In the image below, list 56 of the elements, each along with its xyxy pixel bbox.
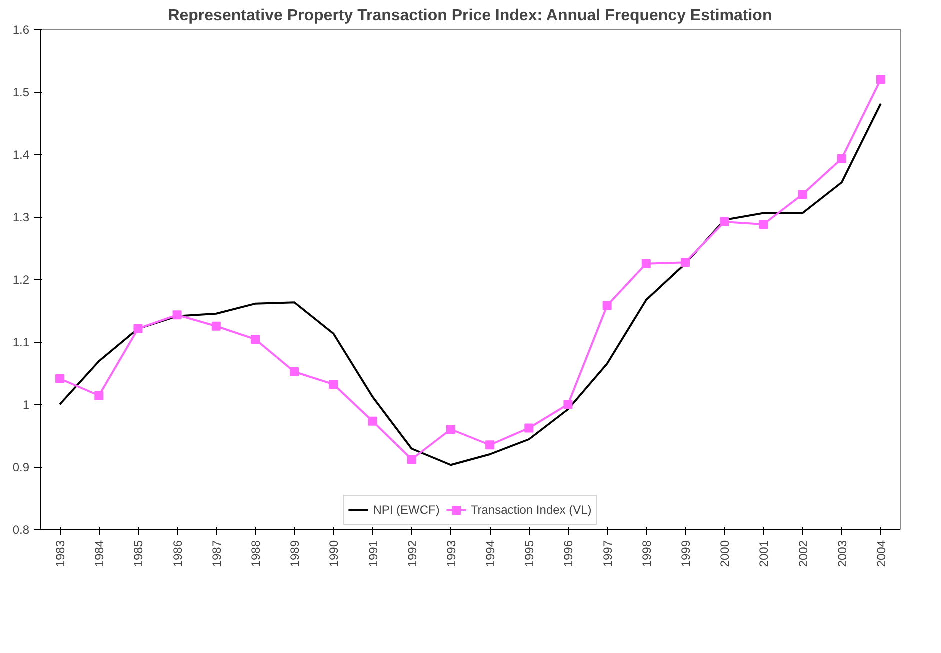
y-tick-label: 1 [22,398,30,412]
point [368,416,378,426]
x-tick-label: 2004 [874,540,888,568]
y-tick-label: 1.3 [12,210,30,224]
x-tick-label: 1983 [54,540,68,568]
y-tick-label: 1.6 [12,23,30,37]
x-tick-label: 1991 [366,540,380,568]
point [56,374,65,384]
x-tick-label: 1997 [600,540,615,568]
x-tick-label: 1984 [92,540,107,568]
x-tick-label: 1992 [405,540,420,568]
point [876,75,886,84]
x-tick-label: 2001 [757,540,772,568]
point [407,455,416,464]
x-tick-label: 1985 [132,540,146,568]
point [134,324,143,334]
point [446,425,456,434]
y-tick-label: 1.4 [12,148,30,162]
legend-label: NPI (EWCF) [373,503,440,517]
point [172,310,182,320]
point [94,391,104,400]
x-tick-label: 1994 [484,540,498,568]
y-tick-label: 1.1 [12,336,30,350]
y-tick-label: 1.2 [12,273,30,287]
x-tick-label: 1995 [522,540,537,568]
x-tick-label: 1998 [640,540,654,568]
x-tick-label: 1996 [562,540,576,568]
point [837,154,846,164]
point [759,220,768,229]
x-tick-label: 2000 [718,540,732,568]
point [720,218,730,226]
x-tick-label: 1990 [327,540,342,568]
legend-label: Transaction Index (VL) [470,503,592,517]
x-tick-label: 1987 [210,540,224,568]
x-tick-label: 1993 [444,540,458,568]
x-tick-label: 2003 [835,540,850,568]
point [329,380,338,389]
y-tick-label: 0.8 [12,523,30,537]
point [524,424,534,433]
point [681,258,690,268]
point [212,322,221,331]
point [486,440,495,450]
y-tick-label: 1.5 [12,86,30,100]
x-tick-label: 1988 [249,540,263,568]
chart-title: Representative Property Transaction Price Index: Annual Frequency Estimation [168,8,772,24]
point [251,335,260,344]
point [290,368,300,376]
y-tick-label: 0.9 [12,460,30,474]
point [798,190,808,199]
x-tick-label: 1986 [170,540,185,568]
point [642,259,651,268]
point [602,301,612,310]
point [564,400,573,409]
x-tick-label: 1999 [679,540,693,568]
x-tick-label: 1989 [288,540,302,568]
x-tick-label: 2002 [796,540,810,568]
